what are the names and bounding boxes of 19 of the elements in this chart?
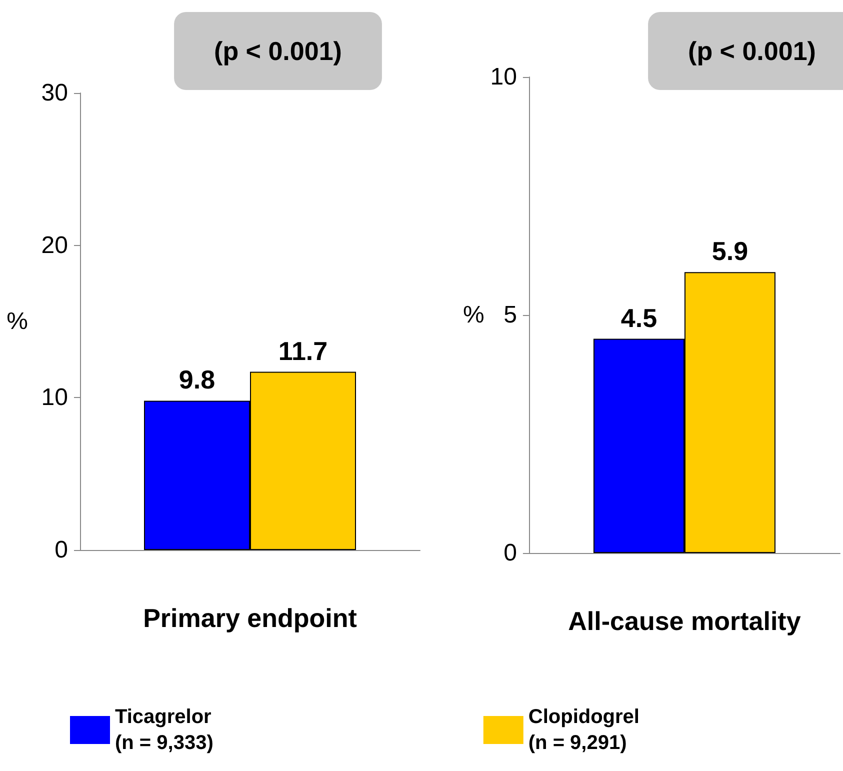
y-tick-label: 20: [41, 232, 68, 259]
y-axis-title: %: [462, 302, 484, 328]
x-tick-label: Primary endpoint: [143, 603, 358, 633]
data-label: 9.8: [178, 364, 216, 395]
data-label: 11.7: [278, 336, 328, 366]
legend-label: Ticagrelor (n = 9,333): [115, 706, 214, 754]
y-tick-label: 0: [504, 540, 517, 566]
y-tick-label: 30: [41, 80, 68, 106]
y-tick-label: 0: [54, 536, 68, 564]
y-axis-title: %: [6, 308, 28, 335]
y-tick-label: 10: [41, 384, 68, 412]
data-label: 5.9: [712, 236, 748, 266]
legend-label: Clopidogrel (n = 9,291): [528, 706, 640, 754]
data-label: 4.5: [620, 302, 658, 333]
y-tick-label: 5: [504, 302, 517, 328]
y-tick-label: 10: [490, 64, 517, 90]
x-tick-label: All-cause mortality: [568, 606, 802, 636]
text: (p < 0.001): [688, 36, 816, 66]
text: (p < 0.001): [214, 36, 342, 66]
